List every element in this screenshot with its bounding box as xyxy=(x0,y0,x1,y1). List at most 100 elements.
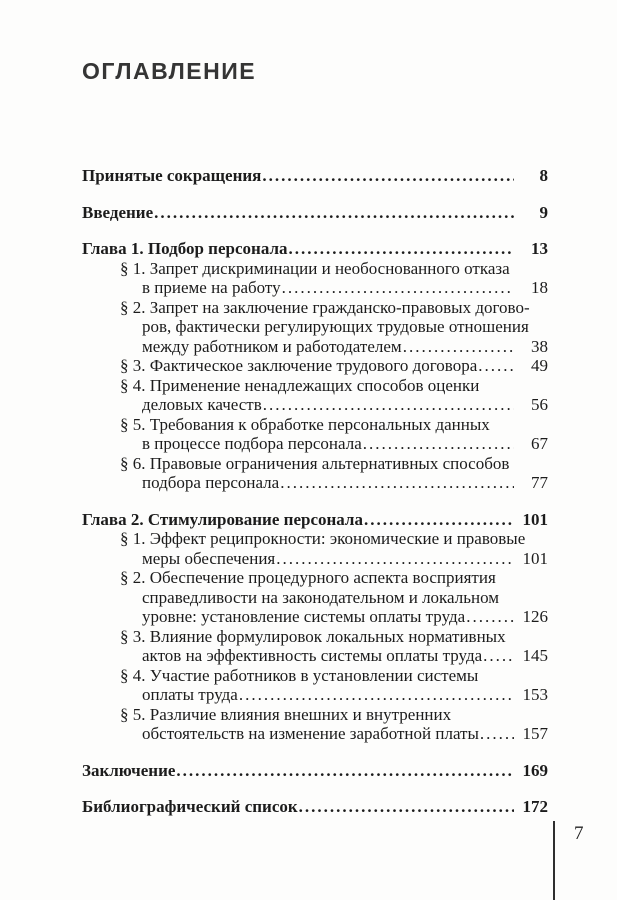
toc-line-text: в приеме на работу xyxy=(142,278,281,297)
toc-line-text: деловых качеств xyxy=(142,395,262,414)
toc-entry: § 6. Правовые ограничения альтернативных… xyxy=(82,454,548,493)
toc-line-text: ров, фактически регулирующих трудовые от… xyxy=(142,317,529,336)
toc-line-text: Принятые сокращения xyxy=(82,166,262,185)
toc-line: § 3. Фактическое заключение трудового до… xyxy=(82,356,548,376)
toc-line-text: в процессе подбора персонала xyxy=(142,434,362,453)
toc-line: § 1. Эффект реципрокности: экономические… xyxy=(82,529,548,549)
toc-line: в процессе подбора персонала 67 xyxy=(82,434,548,454)
toc-line: § 4. Участие работников в установлении с… xyxy=(82,666,548,686)
toc-entry: Принятые сокращения 8 xyxy=(82,166,548,186)
toc-line-text: § 5. Требования к обработке персональных… xyxy=(120,414,490,434)
toc-line-text: уровне: установление системы оплаты труд… xyxy=(142,607,466,626)
toc-line: подбора персонала 77 xyxy=(82,473,548,493)
toc-line-text: подбора персонала xyxy=(142,473,280,492)
toc-line-text: меры обеспечения xyxy=(142,548,276,568)
toc-line-text: § 1. Эффект реципрокности: экономические… xyxy=(120,529,526,548)
dot-leader xyxy=(262,166,514,186)
toc-line-text: Введение xyxy=(82,202,154,222)
page-title: ОГЛАВЛЕНИЕ xyxy=(82,58,257,84)
dot-leader xyxy=(480,724,514,744)
toc-line: актов на эффективность системы оплаты тр… xyxy=(82,646,548,666)
dot-leader xyxy=(276,549,514,569)
toc-line: Введение 9 xyxy=(82,203,548,223)
toc-line: обстоятельств на изменение заработной пл… xyxy=(82,724,548,744)
toc-page-number: 9 xyxy=(539,202,549,222)
toc-line: § 5. Требования к обработке персональных… xyxy=(82,415,548,435)
dot-leader xyxy=(299,797,514,817)
toc-page-number: 77 xyxy=(531,473,548,492)
toc-line-text: § 4. Участие работников в установлении с… xyxy=(120,665,479,685)
toc-line: § 1. Запрет дискриминации и необоснованн… xyxy=(82,259,548,279)
toc-entry: § 4. Участие работников в установлении с… xyxy=(82,666,548,705)
toc-entry: § 5. Различие влияния внешних и внутренн… xyxy=(82,705,548,744)
toc-line: Принятые сокращения 8 xyxy=(82,166,548,186)
toc-line-text: Библиографический список xyxy=(82,797,298,816)
toc-line-text: оплаты труда xyxy=(142,685,238,704)
folio-page-number: 7 xyxy=(574,823,584,844)
toc-line-text: актов на эффективность системы оплаты тр… xyxy=(142,646,483,665)
toc-entry: § 4. Применение ненадлежащих способов оц… xyxy=(82,376,548,415)
toc-line-text: § 1. Запрет дискриминации и необоснованн… xyxy=(120,258,510,278)
toc-page-number: 13 xyxy=(531,239,548,258)
toc-page-number: 169 xyxy=(522,760,549,780)
toc-line-text: обстоятельств на изменение заработной пл… xyxy=(142,724,479,743)
toc-line-text: Заключение xyxy=(82,760,176,780)
toc-line: § 3. Влияние формулировок локальных норм… xyxy=(82,627,548,647)
toc-entry: Глава 2. Стимулирование персонала 101 xyxy=(82,510,548,530)
dot-leader xyxy=(239,685,514,705)
table-of-contents: Принятые сокращения 8 Введение 9 Глава 1. По… xyxy=(82,166,548,817)
toc-entry: Библиографический список 172 xyxy=(82,797,548,817)
toc-line-text: § 6. Правовые ограничения альтернативных… xyxy=(120,453,510,473)
toc-line: уровне: установление системы оплаты труд… xyxy=(82,607,548,627)
toc-page-number: 145 xyxy=(522,646,549,665)
toc-page-number: 172 xyxy=(522,797,549,816)
dot-leader xyxy=(483,646,514,666)
toc-page-number: 18 xyxy=(531,278,548,297)
page-gutter-line xyxy=(553,821,555,900)
dot-leader xyxy=(263,395,514,415)
toc-line: ров, фактически регулирующих трудовые от… xyxy=(82,317,548,337)
toc-line: § 2. Запрет на заключение гражданско-пра… xyxy=(82,298,548,318)
toc-line-text: § 5. Различие влияния внешних и внутренн… xyxy=(120,704,452,724)
toc-entry: § 3. Влияние формулировок локальных норм… xyxy=(82,627,548,666)
dot-leader xyxy=(363,434,514,454)
toc-line: § 2. Обеспечение процедурного аспекта во… xyxy=(82,568,548,588)
toc-line-text: между работником и работодателем xyxy=(142,336,402,356)
toc-page-number: 157 xyxy=(522,724,549,743)
dot-leader xyxy=(364,510,514,530)
toc-line: § 4. Применение ненадлежащих способов оц… xyxy=(82,376,548,396)
toc-entry: § 2. Обеспечение процедурного аспекта во… xyxy=(82,568,548,627)
dot-leader xyxy=(154,203,514,223)
toc-page-number: 153 xyxy=(522,685,549,704)
toc-line: в приеме на работу 18 xyxy=(82,278,548,298)
toc-line: Заключение 169 xyxy=(82,761,548,781)
toc-page-number: 49 xyxy=(531,356,548,375)
dot-leader xyxy=(289,239,514,259)
toc-page-number: 67 xyxy=(531,434,548,453)
toc-entry: § 5. Требования к обработке персональных… xyxy=(82,415,548,454)
toc-line: между работником и работодателем 38 xyxy=(82,337,548,357)
toc-entry: Введение 9 xyxy=(82,203,548,223)
dot-leader xyxy=(478,356,514,376)
toc-line: Глава 1. Подбор персонала 13 xyxy=(82,239,548,259)
toc-line: справедливости на законодательном и лока… xyxy=(82,588,548,608)
toc-line-text: § 3. Влияние формулировок локальных норм… xyxy=(120,626,506,646)
dot-leader xyxy=(282,278,514,298)
toc-entry: § 2. Запрет на заключение гражданско-пра… xyxy=(82,298,548,357)
toc-line-text: § 2. Запрет на заключение гражданско-пра… xyxy=(120,297,530,317)
toc-page-number: 101 xyxy=(522,509,549,529)
dot-leader xyxy=(280,473,514,493)
toc-entry: § 1. Эффект реципрокности: экономические… xyxy=(82,529,548,568)
toc-line: меры обеспечения 101 xyxy=(82,549,548,569)
toc-line-text: справедливости на законодательном и лока… xyxy=(142,587,500,607)
toc-page-number: 126 xyxy=(522,607,549,626)
toc-page-number: 101 xyxy=(522,548,549,568)
dot-leader xyxy=(176,761,514,781)
dot-leader xyxy=(466,607,514,627)
toc-page-number: 38 xyxy=(531,336,548,356)
toc-line-text: § 4. Применение ненадлежащих способов оц… xyxy=(120,375,480,395)
toc-page-number: 8 xyxy=(539,166,549,185)
toc-line-text: § 3. Фактическое заключение трудового до… xyxy=(120,356,478,375)
toc-line: § 5. Различие влияния внешних и внутренн… xyxy=(82,705,548,725)
